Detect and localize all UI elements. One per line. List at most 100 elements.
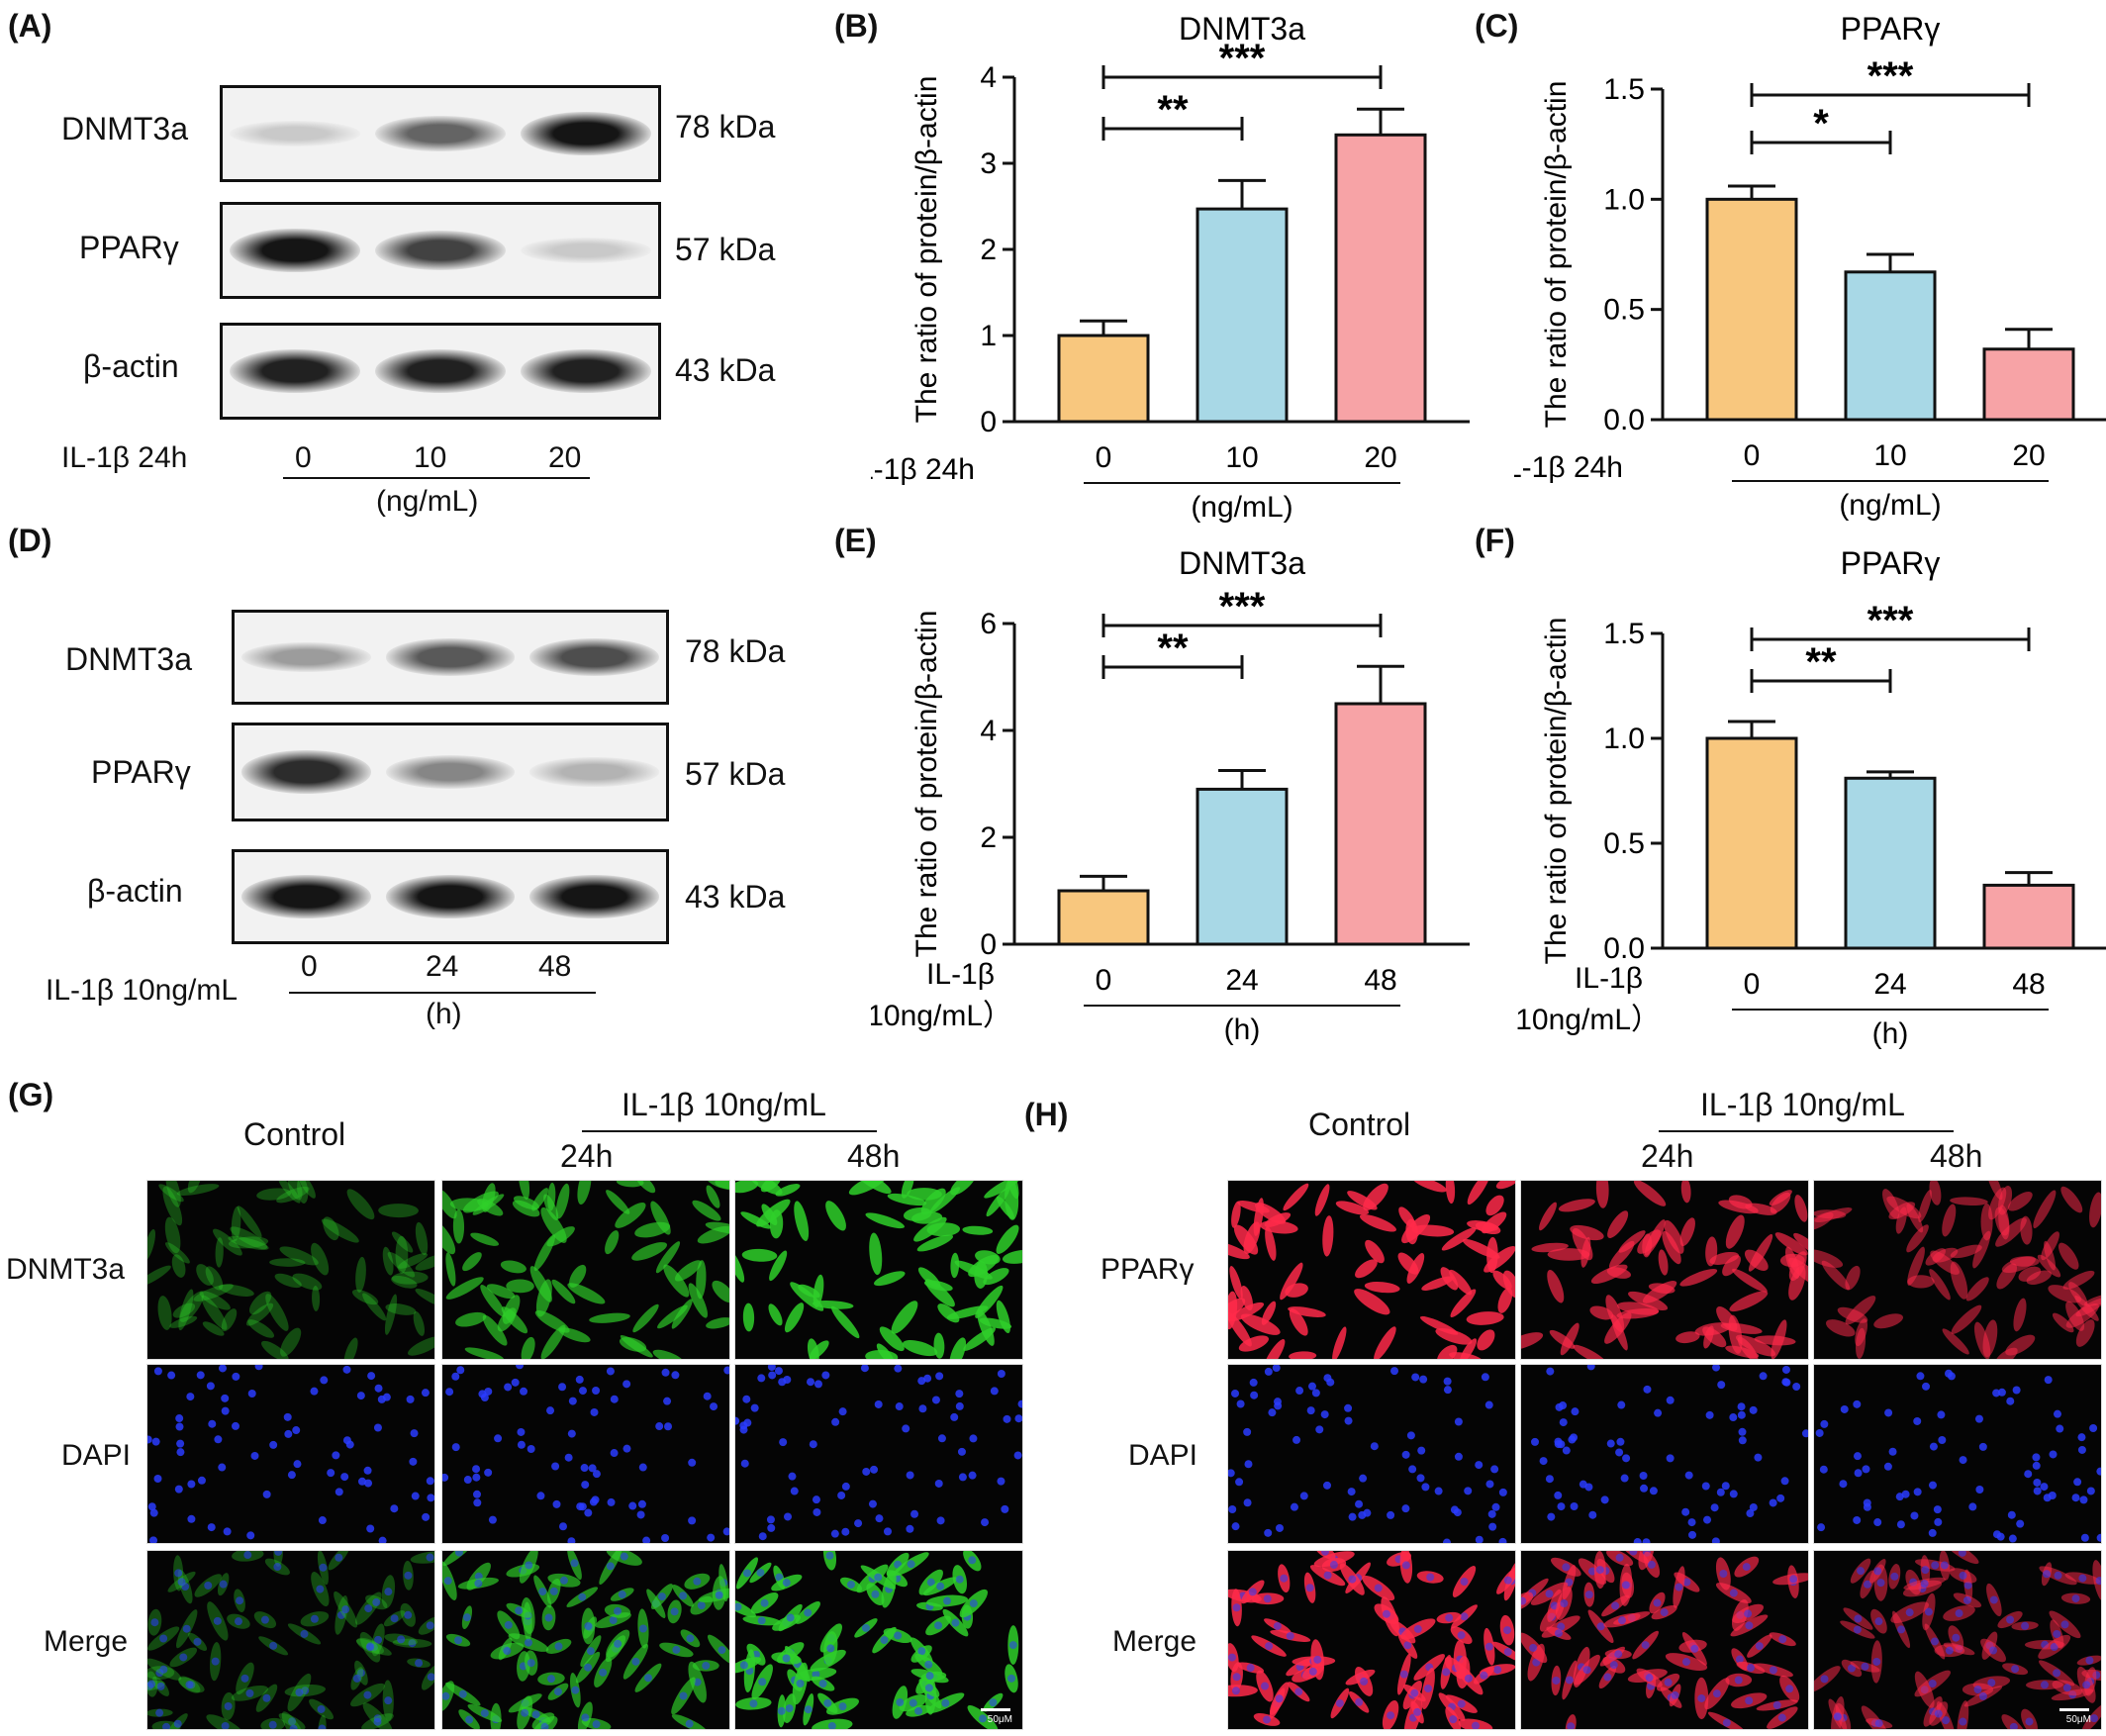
- cell-body: [1502, 1270, 1515, 1299]
- nucleus: [2071, 1594, 2080, 1603]
- nucleus: [1355, 1499, 1364, 1508]
- bar-chart-c: PPARγ The ratio of protein/β-actin 0.0 0.5 1…: [1514, 11, 2106, 522]
- nucleus: [317, 1704, 326, 1713]
- nucleus: [1654, 1408, 1663, 1417]
- cell-body: [279, 1246, 319, 1266]
- nucleus: [356, 1392, 365, 1400]
- cell-body: [1906, 1224, 1929, 1253]
- cell-body: [2075, 1319, 2095, 1347]
- cell-body: [1679, 1217, 1695, 1247]
- nucleus: [1344, 1403, 1353, 1412]
- cell-body: [1445, 1181, 1456, 1205]
- nucleus: [1546, 1367, 1555, 1376]
- significance-label: **: [1805, 640, 1837, 684]
- nucleus: [260, 1615, 269, 1624]
- nucleus: [224, 1701, 233, 1710]
- cell-body: [178, 1289, 194, 1331]
- nucleus: [187, 1480, 196, 1489]
- cell-body: [395, 1235, 409, 1274]
- cell-body: [199, 1291, 231, 1310]
- cell-body: [1436, 1344, 1458, 1359]
- bar: [1982, 347, 2075, 422]
- nucleus: [463, 1476, 472, 1485]
- if-h-header-treatment: IL-1β 10ng/mL: [1700, 1087, 1905, 1122]
- y-tick-label: 0.5: [1603, 294, 1645, 327]
- nucleus: [2016, 1519, 2025, 1528]
- nucleus: [488, 1515, 497, 1524]
- nucleus: [409, 1457, 418, 1466]
- nucleus: [2054, 1571, 2062, 1580]
- cell-body: [415, 1221, 429, 1256]
- nucleus: [1552, 1676, 1561, 1685]
- cell-body: [202, 1321, 225, 1336]
- nucleus: [147, 1502, 156, 1511]
- nucleus: [1945, 1646, 1954, 1655]
- cell-body: [292, 1273, 323, 1291]
- nucleus: [284, 1429, 293, 1438]
- nucleus: [2071, 1494, 2080, 1502]
- nucleus: [1273, 1621, 1282, 1630]
- cell-body: [634, 1221, 671, 1238]
- nucleus: [1777, 1713, 1786, 1722]
- cell-body: [1748, 1233, 1773, 1272]
- nucleus: [1642, 1538, 1651, 1543]
- nucleus: [837, 1491, 846, 1499]
- nucleus: [526, 1659, 535, 1668]
- blot-d-size-actin: 43 kDa: [685, 879, 786, 915]
- x-tick-label: 10: [1873, 439, 1906, 472]
- nucleus: [1246, 1664, 1255, 1673]
- bar: [1844, 270, 1937, 422]
- nucleus: [310, 1614, 319, 1623]
- nucleus: [219, 1580, 228, 1589]
- nucleus: [1959, 1717, 1967, 1726]
- nucleus: [211, 1657, 220, 1666]
- cell-body: [1002, 1249, 1022, 1264]
- nucleus: [159, 1665, 168, 1674]
- cell-body: [1855, 1318, 1868, 1347]
- nucleus: [1712, 1365, 1721, 1372]
- cell-body: [1558, 1199, 1595, 1212]
- nucleus: [404, 1610, 413, 1619]
- nucleus: [756, 1568, 765, 1577]
- cell-body: [655, 1241, 681, 1274]
- nucleus: [1746, 1664, 1755, 1673]
- nucleus: [774, 1367, 783, 1376]
- cell-body: [1595, 1181, 1609, 1208]
- nucleus: [176, 1448, 185, 1457]
- cell-body: [261, 1340, 289, 1359]
- nucleus: [2032, 1453, 2041, 1462]
- cell-body: [634, 1181, 656, 1194]
- nucleus: [722, 1527, 729, 1536]
- nucleus: [1280, 1574, 1289, 1583]
- nucleus: [422, 1512, 431, 1521]
- cell-body: [1495, 1181, 1515, 1190]
- micrograph-g-dnmt3a-1: [441, 1180, 730, 1360]
- cell-body: [502, 1295, 521, 1324]
- x-tick-label: 0: [1744, 968, 1761, 1001]
- cell-body: [248, 1291, 272, 1315]
- cell-body: [452, 1208, 465, 1244]
- nucleus: [451, 1372, 460, 1381]
- nucleus: [723, 1366, 729, 1375]
- nucleus: [516, 1365, 525, 1370]
- nucleus: [1989, 1595, 1998, 1604]
- cell-body: [1289, 1308, 1308, 1336]
- nucleus: [1817, 1523, 1826, 1532]
- cell-body: [1243, 1221, 1261, 1255]
- nucleus: [410, 1429, 419, 1438]
- cell-body: [2037, 1254, 2061, 1278]
- cell-body: [323, 1216, 339, 1241]
- cell-body: [705, 1221, 729, 1234]
- nucleus: [1901, 1490, 1910, 1498]
- cell-body: [398, 1253, 429, 1269]
- nucleus: [1934, 1517, 1943, 1526]
- nucleus: [1231, 1522, 1240, 1531]
- nucleus: [288, 1717, 297, 1726]
- nucleus: [586, 1647, 595, 1656]
- cell-body: [1618, 1230, 1646, 1253]
- nucleus: [813, 1507, 821, 1516]
- y-tick-label: 0.0: [1603, 404, 1645, 436]
- nucleus: [1329, 1561, 1338, 1570]
- cell-body: [230, 1226, 268, 1250]
- nucleus: [1545, 1475, 1554, 1484]
